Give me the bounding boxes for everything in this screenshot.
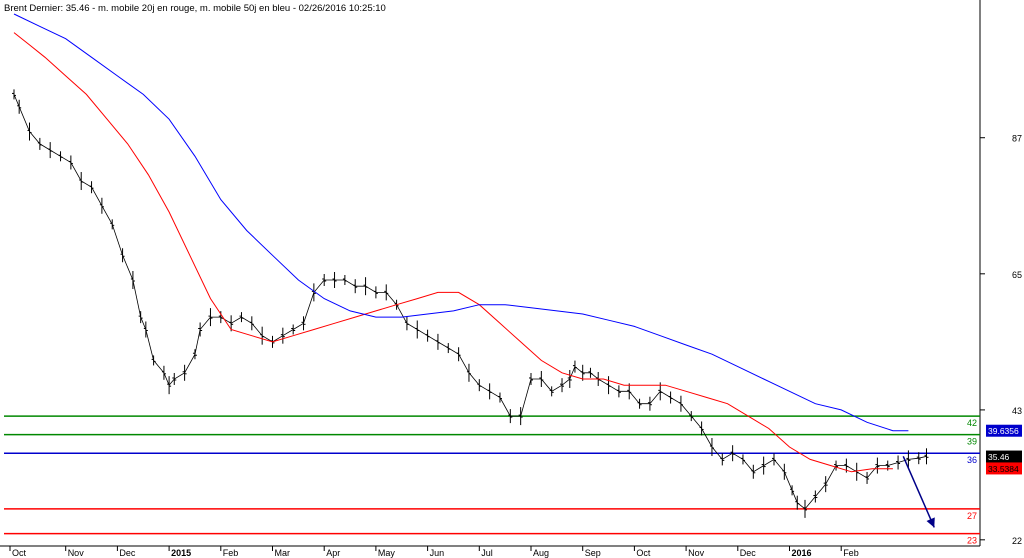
x-axis-ticks: Oct Nov Dec 2015 Feb Mar Apr May Jun Jul Aug Sep Oct… — [9, 546, 859, 558]
value-tag-bg-0 — [986, 424, 1022, 437]
y-axis-ticks: 87 65 43 22 — [980, 134, 1022, 546]
value-tag-bg-2 — [986, 462, 1022, 475]
x-tick-label-12: Oct — [636, 548, 651, 558]
x-tick-label-0: Oct — [12, 548, 27, 558]
x-tick-label-16: Feb — [843, 548, 859, 558]
x-tick-label-8: Jun — [430, 548, 445, 558]
hline-label-1: 39 — [967, 437, 977, 447]
y-tick-label-0: 87 — [1012, 134, 1022, 144]
x-tick-label-14: Dec — [740, 548, 757, 558]
y-tick-label-3: 22 — [1012, 536, 1022, 546]
x-tick-label-3: 2015 — [171, 548, 191, 558]
value-tag-label-2: 33.5384 — [988, 464, 1019, 474]
x-tick-label-4: Feb — [223, 548, 239, 558]
x-tick-label-9: Jul — [481, 548, 493, 558]
series-ma50-line — [13, 13, 909, 432]
chart-title: Brent Dernier: 35.46 - m. mobile 20j en … — [4, 3, 386, 14]
x-tick-label-5: Mar — [275, 548, 291, 558]
value-tag-label-0: 39.6356 — [988, 426, 1019, 436]
projection-arrow-shaft — [902, 456, 935, 528]
y-tick-label-1: 65 — [1012, 270, 1022, 280]
y-tick-label-2: 43 — [1012, 406, 1022, 416]
series-ma20-line — [13, 32, 893, 473]
hline-label-3: 27 — [967, 511, 977, 521]
x-tick-label-1: Nov — [68, 548, 85, 558]
support-resistance-lines: 42 39 36 27 23 — [4, 415, 980, 546]
x-tick-label-2: Dec — [119, 548, 136, 558]
series-layer — [12, 13, 929, 518]
hline-label-4: 23 — [967, 536, 977, 546]
x-tick-label-13: Nov — [688, 548, 705, 558]
x-tick-label-7: May — [378, 548, 396, 558]
hline-label-2: 36 — [967, 455, 977, 465]
annotation-layer — [902, 456, 935, 528]
x-tick-label-6: Apr — [326, 548, 340, 558]
x-tick-label-11: Sep — [585, 548, 601, 558]
hline-label-0: 42 — [967, 418, 977, 428]
x-tick-label-15: 2016 — [792, 548, 812, 558]
projection-arrow-head — [926, 517, 935, 528]
value-tag-bg-1 — [986, 450, 1022, 463]
value-tag-label-1: 35.46 — [988, 452, 1010, 462]
x-tick-label-10: Aug — [533, 548, 549, 558]
value-tags: 39.6356 35.46 33.5384 — [986, 424, 1022, 475]
plot-frame — [0, 0, 981, 547]
